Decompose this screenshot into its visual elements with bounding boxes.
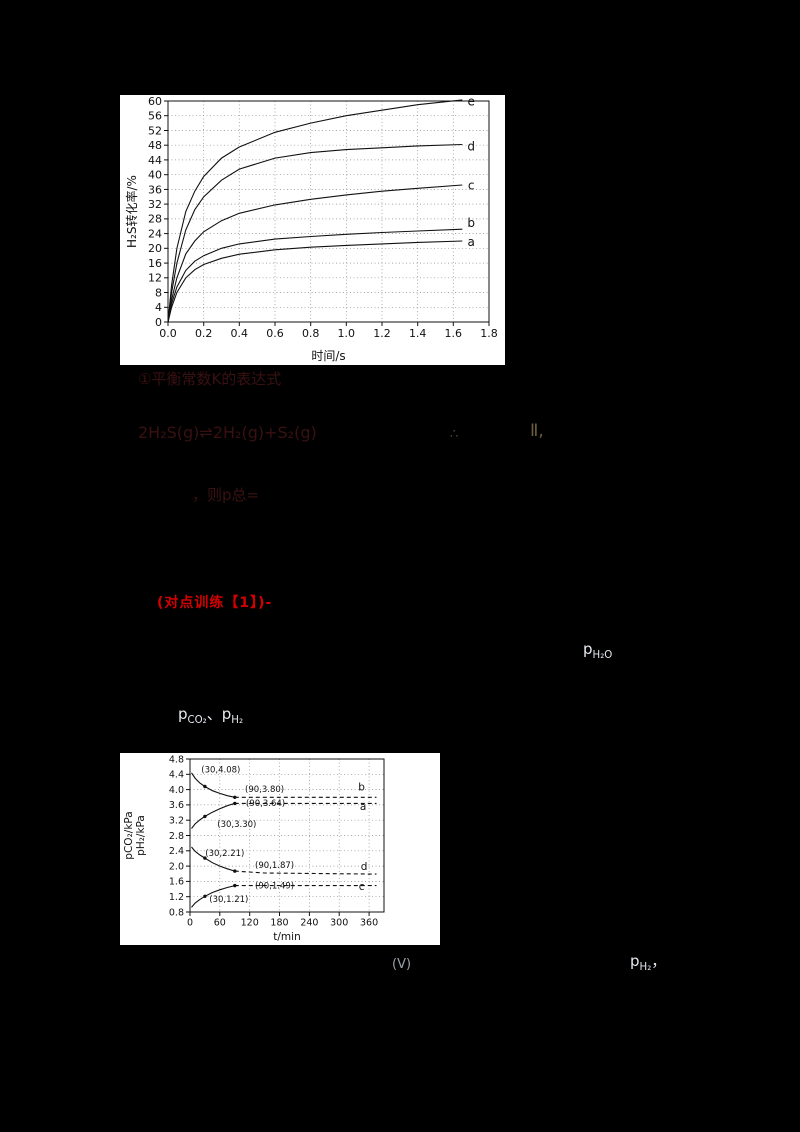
svg-text:8: 8 bbox=[155, 286, 162, 299]
p-co2-p-h2-formula: pCO₂、pH₂ bbox=[178, 706, 243, 726]
svg-text:d: d bbox=[361, 861, 368, 873]
svg-text:c: c bbox=[359, 881, 365, 893]
p-h2o-symbol: p bbox=[583, 640, 593, 658]
pressure-time-chart-panel: 0 60 120 180 240 300 360 0.8 1.2 1.6 2.0 2.4 2.8 3.2 3… bbox=[120, 753, 440, 945]
svg-text:0.8: 0.8 bbox=[169, 907, 184, 918]
svg-text:36: 36 bbox=[148, 183, 162, 196]
svg-text:1.2: 1.2 bbox=[373, 327, 391, 340]
svg-text:1.6: 1.6 bbox=[169, 877, 184, 888]
p-h2o-formula: pH₂O bbox=[583, 641, 612, 661]
svg-text:0.6: 0.6 bbox=[266, 327, 284, 340]
svg-text:0: 0 bbox=[187, 918, 193, 929]
svg-text:0.2: 0.2 bbox=[195, 327, 213, 340]
faint-therefore-mark: ∴ bbox=[450, 427, 459, 442]
svg-text:2.0: 2.0 bbox=[169, 861, 184, 872]
svg-text:4.4: 4.4 bbox=[169, 770, 184, 781]
p-h2o-subscript: H₂O bbox=[592, 650, 613, 661]
svg-text:(30,1.21): (30,1.21) bbox=[209, 895, 248, 905]
faint-roman-numeral-mark: Ⅱ, bbox=[530, 421, 544, 441]
p-h2-bottom-symbol: p bbox=[630, 952, 640, 970]
svg-text:3.2: 3.2 bbox=[169, 816, 184, 827]
svg-text:(90,1.49): (90,1.49) bbox=[255, 881, 294, 891]
svg-text:300: 300 bbox=[330, 918, 348, 929]
svg-text:2.4: 2.4 bbox=[169, 846, 184, 857]
svg-text:4: 4 bbox=[155, 301, 162, 314]
svg-text:1.0: 1.0 bbox=[338, 327, 356, 340]
svg-text:a: a bbox=[360, 801, 366, 813]
p-h2-symbol: p bbox=[221, 705, 232, 723]
svg-text:1.2: 1.2 bbox=[169, 892, 184, 903]
svg-text:e: e bbox=[468, 95, 475, 108]
svg-text:0: 0 bbox=[155, 316, 162, 329]
p-h2-bottom-subscript: H₂ bbox=[639, 962, 652, 973]
svg-text:0.8: 0.8 bbox=[302, 327, 320, 340]
svg-text:a: a bbox=[468, 235, 475, 249]
svg-text:44: 44 bbox=[148, 154, 162, 167]
svg-text:1.6: 1.6 bbox=[445, 327, 463, 340]
svg-text:120: 120 bbox=[241, 918, 259, 929]
svg-text:360: 360 bbox=[360, 918, 378, 929]
svg-text:240: 240 bbox=[300, 918, 318, 929]
pressure-time-chart: 0 60 120 180 240 300 360 0.8 1.2 1.6 2.0 2.4 2.8 3.2 3… bbox=[123, 754, 385, 943]
p-h2-bottom-formula: pH₂， bbox=[630, 953, 666, 973]
svg-text:(30,2.21): (30,2.21) bbox=[205, 849, 244, 859]
p-co2-subscript: CO₂ bbox=[187, 715, 207, 726]
p-co2-symbol: p bbox=[178, 705, 188, 723]
svg-text:52: 52 bbox=[148, 124, 162, 137]
svg-text:时间/s: 时间/s bbox=[311, 349, 345, 363]
svg-text:(30,3.30): (30,3.30) bbox=[217, 820, 256, 830]
svg-text:28: 28 bbox=[148, 213, 162, 226]
h2s-conversion-chart: 0.0 0.2 0.4 0.6 0.8 1.0 1.2 1.4 1.6 1.80481216202… bbox=[124, 95, 498, 363]
svg-text:20: 20 bbox=[148, 242, 162, 255]
formula-separator: 、 bbox=[206, 705, 222, 723]
svg-text:b: b bbox=[358, 782, 365, 794]
svg-text:56: 56 bbox=[148, 110, 162, 123]
h2s-conversion-chart-panel: 0.0 0.2 0.4 0.6 0.8 1.0 1.2 1.4 1.6 1.8 0 4 8 12 16 20 2… bbox=[120, 95, 505, 365]
svg-text:24: 24 bbox=[148, 227, 162, 240]
p-h2-subscript: H₂ bbox=[231, 715, 244, 726]
svg-text:180: 180 bbox=[270, 918, 288, 929]
svg-text:60: 60 bbox=[148, 95, 162, 108]
svg-text:d: d bbox=[467, 140, 475, 154]
svg-text:0.0: 0.0 bbox=[159, 327, 177, 340]
svg-text:60: 60 bbox=[214, 918, 226, 929]
svg-text:4.8: 4.8 bbox=[169, 754, 184, 765]
p-h2-bottom-tail: ， bbox=[651, 952, 667, 970]
faint-text-line1: ①平衡常数K的表达式 bbox=[138, 370, 282, 388]
svg-text:16: 16 bbox=[148, 257, 162, 270]
svg-text:(90,3.64): (90,3.64) bbox=[246, 799, 285, 809]
svg-text:1.4: 1.4 bbox=[409, 327, 427, 340]
svg-text:40: 40 bbox=[148, 169, 162, 182]
svg-text:H₂S转化率/%: H₂S转化率/% bbox=[124, 175, 139, 248]
svg-text:c: c bbox=[468, 178, 475, 192]
roman-five-mark: (Ⅴ) bbox=[392, 957, 412, 972]
svg-text:(90,1.87): (90,1.87) bbox=[255, 861, 294, 871]
svg-text:pH₂/kPa: pH₂/kPa bbox=[135, 815, 147, 856]
svg-text:t/min: t/min bbox=[273, 931, 300, 943]
svg-text:(90,3.80): (90,3.80) bbox=[245, 785, 284, 795]
svg-text:2.8: 2.8 bbox=[169, 831, 184, 842]
svg-text:0.4: 0.4 bbox=[231, 327, 249, 340]
red-section-heading: (对点训练【1】)- bbox=[157, 595, 273, 611]
faint-text-line3: ，则p总= bbox=[192, 486, 260, 504]
svg-text:12: 12 bbox=[148, 272, 162, 285]
svg-text:48: 48 bbox=[148, 139, 162, 152]
svg-text:4.0: 4.0 bbox=[169, 785, 184, 796]
svg-text:3.6: 3.6 bbox=[169, 800, 184, 811]
svg-text:(30,4.08): (30,4.08) bbox=[201, 765, 240, 775]
faint-equation-text: 2H₂S(g)⇌2H₂(g)+S₂(g) bbox=[138, 423, 317, 442]
svg-text:1.8: 1.8 bbox=[480, 327, 498, 340]
svg-text:pCO₂/kPa: pCO₂/kPa bbox=[123, 811, 135, 859]
svg-text:b: b bbox=[467, 216, 475, 230]
svg-text:32: 32 bbox=[148, 198, 162, 211]
